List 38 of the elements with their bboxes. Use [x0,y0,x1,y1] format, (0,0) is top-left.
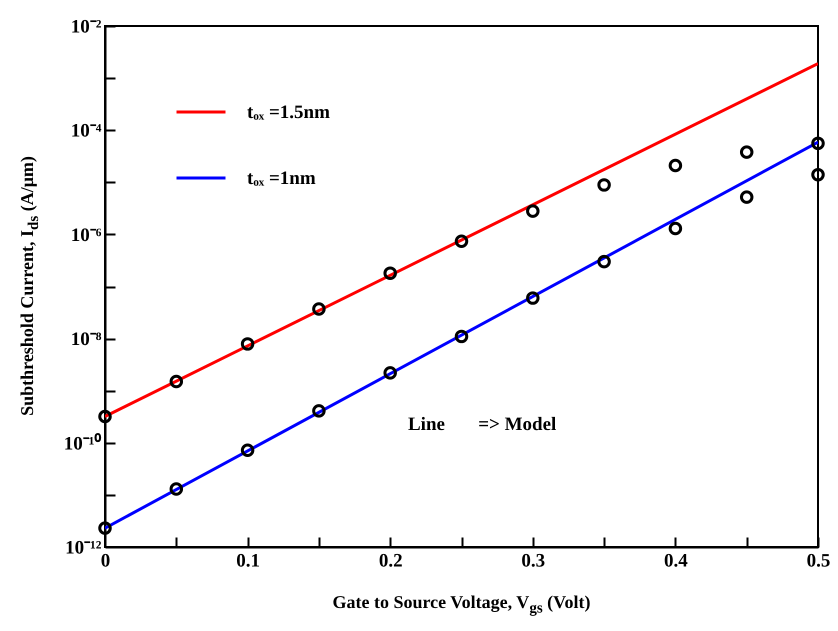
point [170,482,184,496]
point [383,266,397,280]
x-axis-title: Gate to Source Voltage, V$_{gs}$ (Volt) [331,592,592,618]
legend-label: tₒₓ =1.5nm [247,102,330,123]
point [740,190,754,204]
y-tick-label: 10⁻¹⁰ [64,432,102,454]
point [312,404,326,418]
point [811,136,825,150]
point [740,145,754,159]
x-tick-label: 0.4 [664,550,688,572]
point [597,178,611,192]
y-tick-label: 10⁻¹² [65,538,102,558]
y-tick-label: 10⁻⁸ [70,329,102,350]
point [668,222,682,236]
point [240,337,254,351]
x-tick-label: 0.1 [236,550,260,572]
point [811,168,825,182]
x-tick-label: 0.5 [806,550,830,572]
point [98,521,112,535]
y-tick-label: 10⁻² [70,16,102,38]
y-tick-label: 10⁻⁴ [70,120,102,142]
point [383,366,397,380]
legend-label: tₒₓ =1nm [247,168,316,189]
point [526,291,540,305]
point [668,158,682,172]
y-tick-label: 10⁻⁶ [70,224,102,246]
point [312,302,326,316]
point [454,234,468,248]
annotation: Line => Model [408,414,556,436]
x-tick-label: 0.3 [521,550,546,572]
point [170,374,184,388]
point [526,204,540,218]
point [454,330,468,344]
point [240,444,254,457]
point [98,410,112,424]
x-tick-label: 0.2 [378,550,403,572]
point [597,254,611,268]
x-tick-label: 0 [100,550,110,572]
